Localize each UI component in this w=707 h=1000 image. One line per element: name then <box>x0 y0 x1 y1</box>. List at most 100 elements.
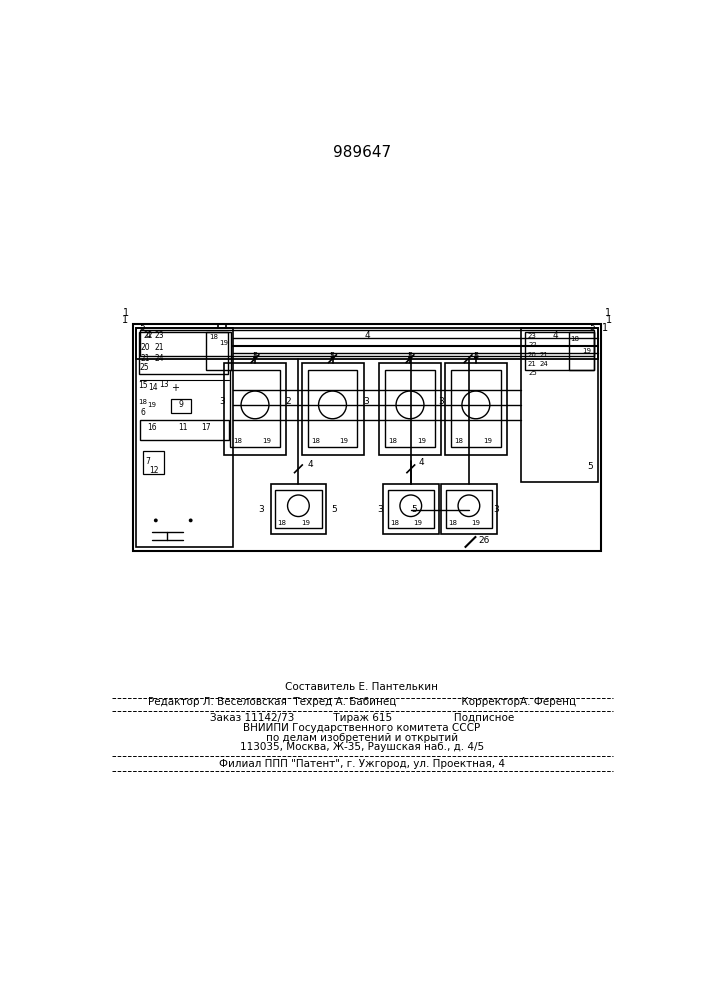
Text: 18: 18 <box>455 438 463 444</box>
Bar <box>385 370 435 447</box>
Text: 20: 20 <box>141 343 151 352</box>
Text: 1: 1 <box>123 308 129 318</box>
Text: 989647: 989647 <box>333 145 391 160</box>
Text: 9: 9 <box>178 400 183 409</box>
Text: 19: 19 <box>148 402 156 408</box>
Text: 18: 18 <box>311 438 320 444</box>
Text: по делам изобретений и открытий: по делам изобретений и открытий <box>266 733 458 743</box>
Text: 1: 1 <box>604 308 611 318</box>
Text: 18: 18 <box>448 520 457 526</box>
Text: 18: 18 <box>209 334 218 340</box>
Bar <box>383 484 438 534</box>
Text: 5: 5 <box>331 505 337 514</box>
Circle shape <box>331 355 334 359</box>
Text: 1: 1 <box>606 315 612 325</box>
Text: 18: 18 <box>571 336 580 342</box>
Text: +: + <box>171 383 179 393</box>
Bar <box>441 484 497 534</box>
Bar <box>275 490 322 528</box>
Text: 25: 25 <box>139 363 149 372</box>
Bar <box>143 451 164 474</box>
Text: 25: 25 <box>528 370 537 376</box>
Text: 20: 20 <box>528 352 537 358</box>
Text: Заказ 11142/73            Тираж 615                   Подписное: Заказ 11142/73 Тираж 615 Подписное <box>210 713 514 723</box>
Circle shape <box>189 518 192 522</box>
Text: 18: 18 <box>388 438 397 444</box>
Text: 19: 19 <box>219 340 228 346</box>
Text: Составитель Е. Пантелькин: Составитель Е. Пантелькин <box>286 682 438 692</box>
Text: 4: 4 <box>364 331 370 340</box>
Bar <box>379 363 441 455</box>
Text: Редактор Л. Веселовская  Техред А. Бабинец                    КорректорА. Ференц: Редактор Л. Веселовская Техред А. Бабине… <box>148 697 576 707</box>
Text: 5: 5 <box>473 352 479 361</box>
Text: 18: 18 <box>138 399 147 405</box>
Text: 5: 5 <box>252 352 257 361</box>
Text: 5: 5 <box>330 352 335 361</box>
Text: 19: 19 <box>301 520 310 526</box>
Bar <box>171 399 191 413</box>
Text: 1: 1 <box>602 323 607 333</box>
Text: 19: 19 <box>472 520 480 526</box>
Text: 26: 26 <box>478 536 489 545</box>
Text: 19: 19 <box>417 438 426 444</box>
Bar <box>140 420 230 440</box>
Text: 19: 19 <box>582 348 591 354</box>
Text: 22: 22 <box>528 342 537 348</box>
Text: 18: 18 <box>390 520 399 526</box>
Text: 5: 5 <box>589 323 595 332</box>
Text: 5: 5 <box>588 462 593 471</box>
Text: 15: 15 <box>138 381 148 390</box>
Text: 19: 19 <box>414 520 422 526</box>
Circle shape <box>154 518 158 522</box>
Text: 14: 14 <box>148 383 158 392</box>
Text: 3: 3 <box>493 505 499 514</box>
Bar <box>230 370 280 447</box>
Text: 19: 19 <box>483 438 492 444</box>
Circle shape <box>474 355 478 359</box>
Text: 5: 5 <box>407 352 413 361</box>
Text: 23: 23 <box>528 333 537 339</box>
Bar <box>521 328 598 482</box>
Text: Филиал ППП "Патент", г. Ужгород, ул. Проектная, 4: Филиал ППП "Патент", г. Ужгород, ул. Про… <box>219 759 505 769</box>
Text: 17: 17 <box>201 424 211 432</box>
Text: 5: 5 <box>139 323 145 332</box>
Text: 21: 21 <box>141 354 151 363</box>
Bar <box>139 332 228 374</box>
Text: 3: 3 <box>377 505 382 514</box>
Bar <box>451 370 501 447</box>
Bar <box>445 363 507 455</box>
Circle shape <box>253 355 257 359</box>
Text: 2: 2 <box>286 397 291 406</box>
Text: 19: 19 <box>262 438 271 444</box>
Text: 12: 12 <box>148 466 158 475</box>
Text: 23: 23 <box>155 331 165 340</box>
Bar <box>136 328 233 547</box>
Text: 3: 3 <box>438 397 444 406</box>
Text: 24: 24 <box>539 361 549 367</box>
Text: 5: 5 <box>411 505 416 514</box>
Text: 3: 3 <box>363 397 368 406</box>
Text: 18: 18 <box>233 438 243 444</box>
Bar <box>308 370 357 447</box>
Bar <box>132 324 602 551</box>
Bar <box>224 363 286 455</box>
Text: 21: 21 <box>528 361 537 367</box>
Text: 11: 11 <box>178 424 187 432</box>
Text: 21: 21 <box>539 352 549 358</box>
Bar <box>445 490 492 528</box>
Text: 3: 3 <box>258 505 264 514</box>
Bar <box>136 328 597 359</box>
Text: 6: 6 <box>140 408 145 417</box>
Bar <box>140 330 594 356</box>
Text: 4: 4 <box>419 458 424 467</box>
Text: 22: 22 <box>144 331 153 340</box>
Bar <box>206 332 231 370</box>
Text: ВНИИПИ Государственного комитета СССР: ВНИИПИ Государственного комитета СССР <box>243 723 481 733</box>
Text: 16: 16 <box>147 424 157 432</box>
Bar <box>387 490 434 528</box>
Text: 13: 13 <box>159 380 168 389</box>
Bar <box>569 332 595 370</box>
Circle shape <box>408 355 412 359</box>
Text: 24: 24 <box>155 354 165 363</box>
Text: 4: 4 <box>308 460 312 469</box>
